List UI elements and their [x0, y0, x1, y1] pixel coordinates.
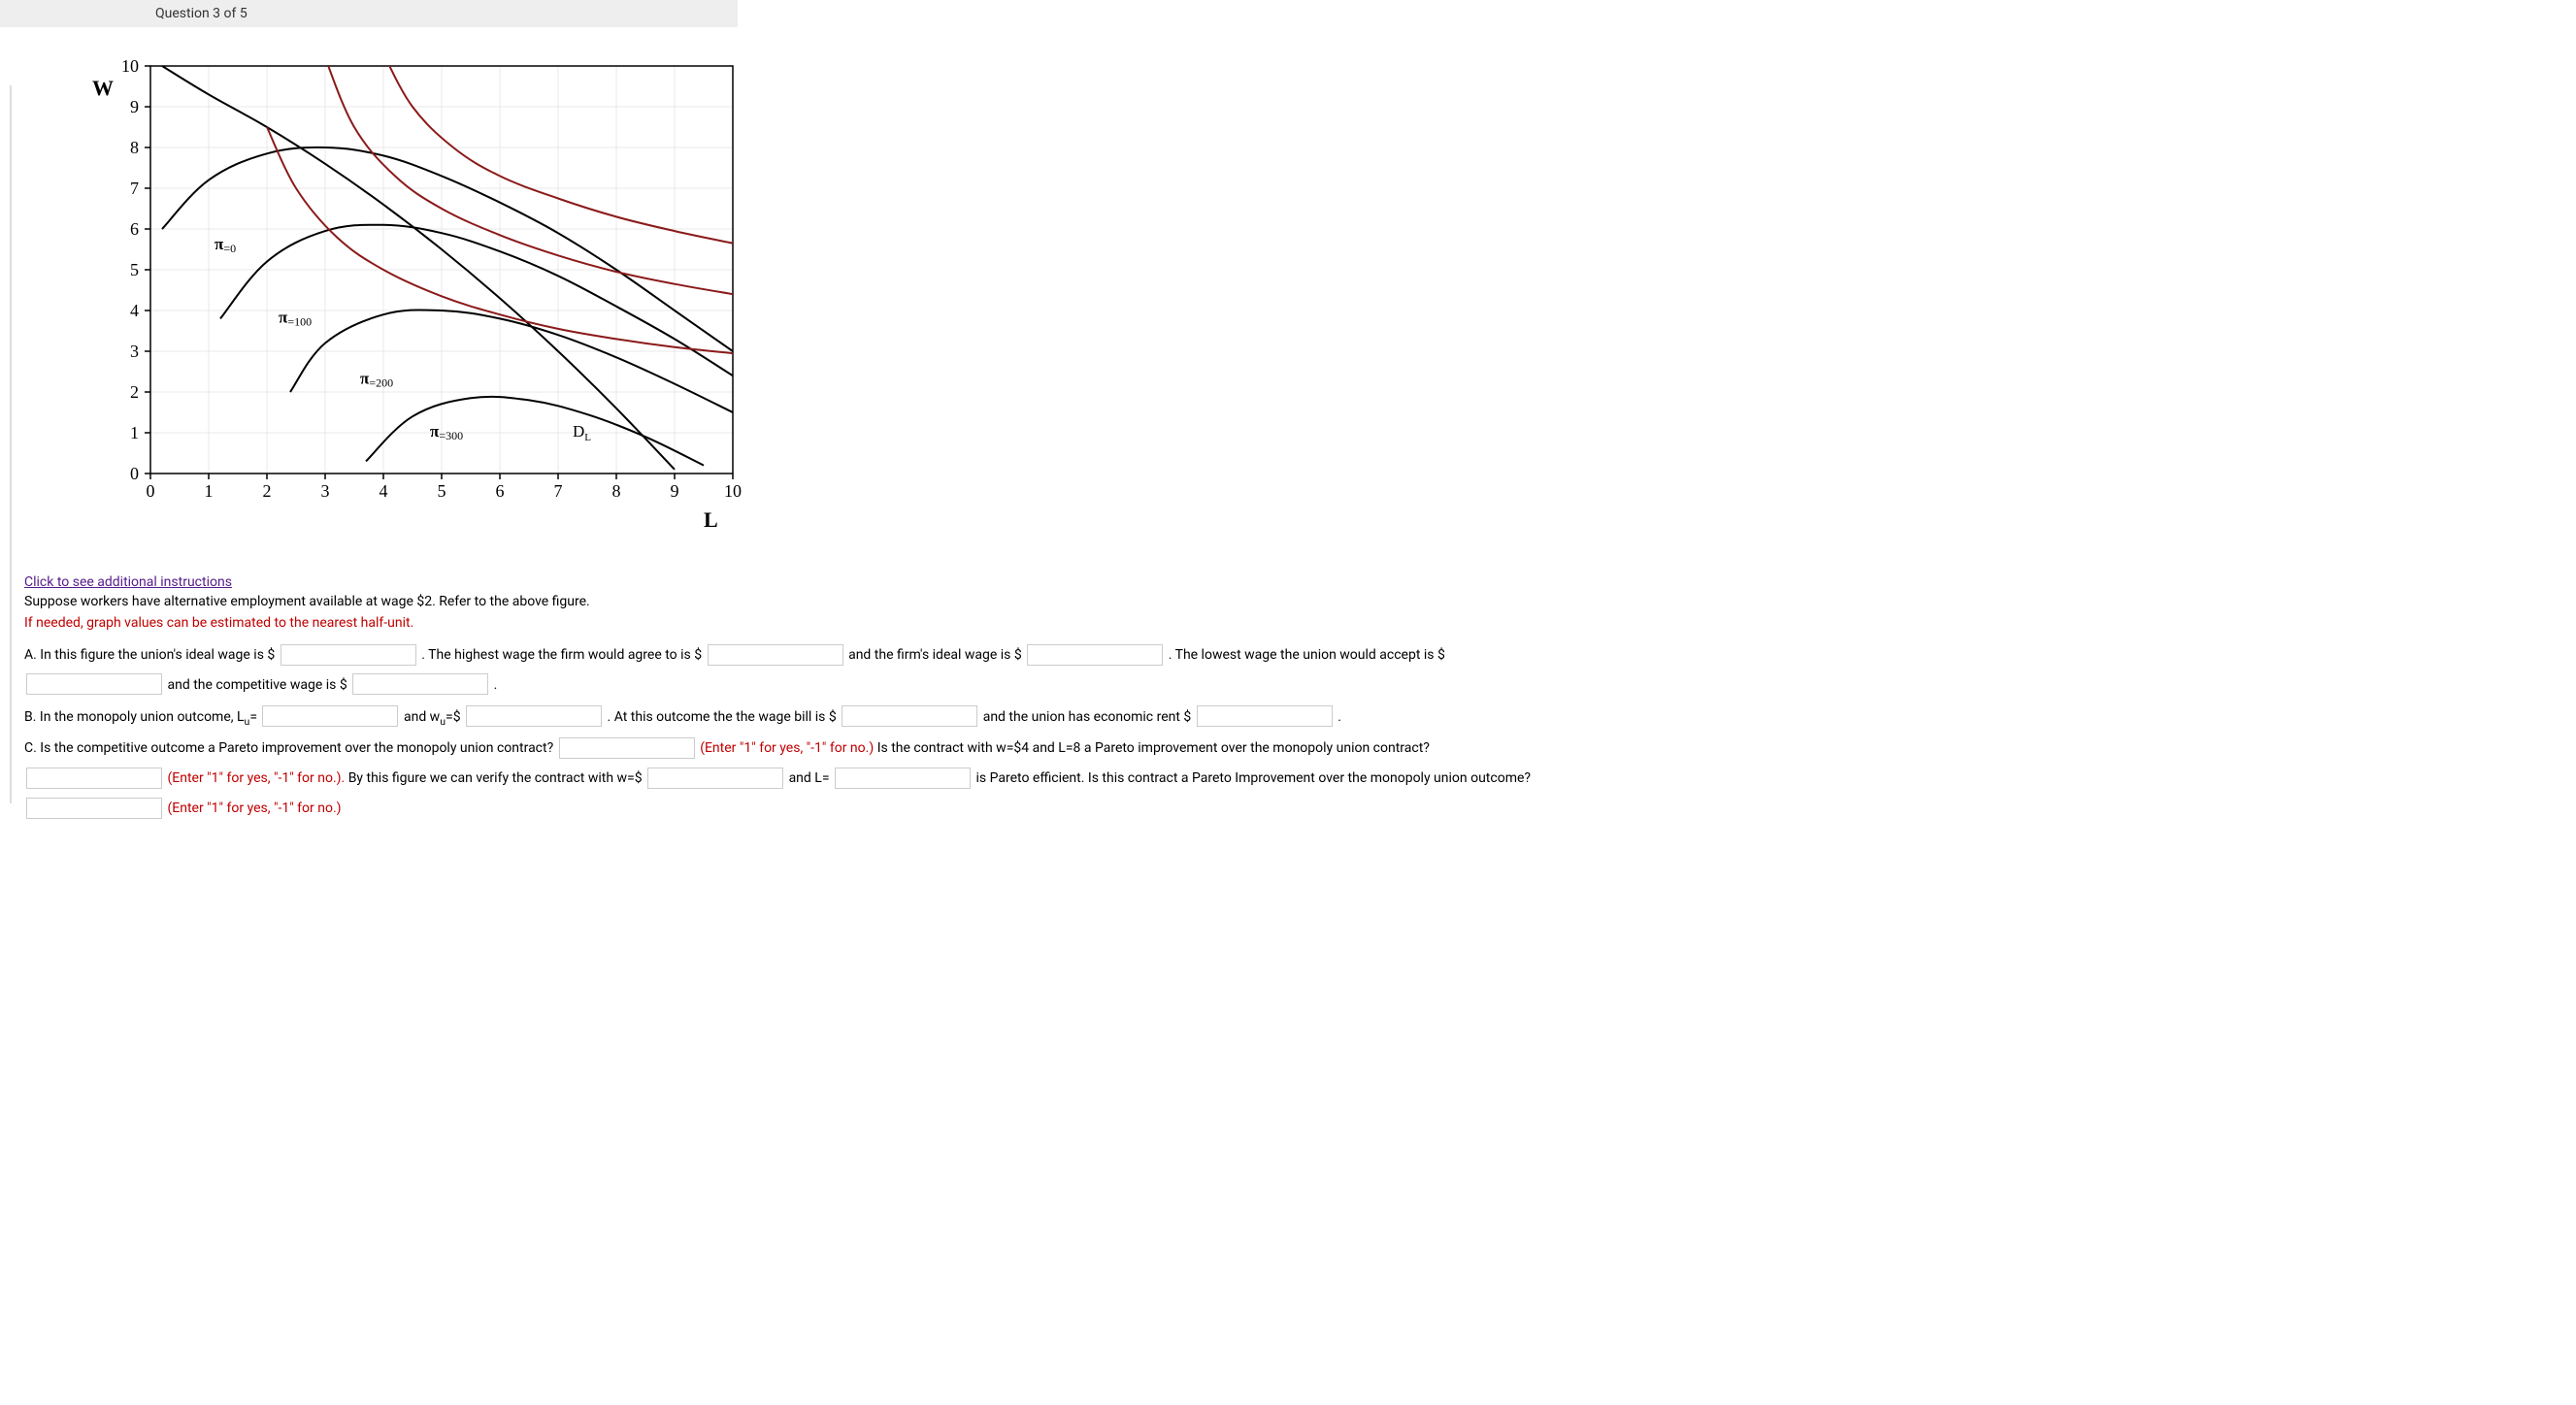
svg-text:W: W: [92, 76, 114, 100]
svg-text:6: 6: [130, 219, 139, 239]
svg-text:DL: DL: [573, 422, 591, 443]
c-input-2[interactable]: [26, 768, 162, 789]
svg-text:8: 8: [612, 481, 621, 501]
a-input-1[interactable]: [281, 644, 416, 666]
svg-text:3: 3: [130, 342, 139, 361]
svg-text:8: 8: [130, 138, 139, 157]
svg-text:2: 2: [130, 382, 139, 402]
c-hint-3: (Enter "1" for yes, "-1" for no.): [167, 801, 341, 816]
svg-text:1: 1: [130, 423, 139, 442]
c-text-3: By this figure we can verify the contrac…: [348, 770, 643, 786]
svg-text:0: 0: [130, 464, 139, 483]
c-hint-2: (Enter "1" for yes, "-1" for no.).: [167, 770, 345, 786]
b-text-4: =$: [446, 709, 461, 725]
instructions-link[interactable]: Click to see additional instructions: [24, 574, 2557, 590]
b-text-5: . At this outcome the the wage bill is $: [608, 709, 837, 725]
scenario-text: Suppose workers have alternative employm…: [24, 594, 2557, 609]
a-input-4[interactable]: [26, 673, 162, 695]
svg-text:3: 3: [321, 481, 330, 501]
a-text-3: and the firm's ideal wage is $: [848, 647, 1022, 663]
svg-text:10: 10: [724, 481, 742, 501]
svg-text:7: 7: [130, 179, 139, 198]
c-text-1: C. Is the competitive outcome a Pareto i…: [24, 740, 553, 756]
b-text-3: and w: [404, 709, 440, 725]
svg-text:9: 9: [671, 481, 679, 501]
svg-text:0: 0: [147, 481, 155, 501]
graph-note: If needed, graph values can be estimated…: [24, 615, 2557, 631]
svg-text:10: 10: [121, 56, 139, 76]
c-text-4: and L=: [789, 770, 830, 786]
a-text-6: .: [494, 677, 498, 693]
b-input-4[interactable]: [1197, 705, 1333, 727]
c-hint-1: (Enter "1" for yes, "-1" for no.): [700, 740, 874, 756]
svg-text:π=300: π=300: [430, 422, 463, 442]
part-b: B. In the monopoly union outcome, Lu= an…: [24, 702, 2557, 733]
b-input-2[interactable]: [466, 705, 602, 727]
c-input-5[interactable]: [26, 798, 162, 819]
svg-text:π=0: π=0: [215, 235, 236, 255]
svg-text:4: 4: [380, 481, 388, 501]
question-title: Question 3 of 5: [155, 6, 248, 21]
b-text-7: .: [1338, 709, 1341, 725]
svg-text:5: 5: [130, 260, 139, 279]
svg-text:2: 2: [263, 481, 272, 501]
b-text-6: and the union has economic rent $: [983, 709, 1192, 725]
part-a: A. In this figure the union's ideal wage…: [24, 640, 2557, 701]
svg-text:4: 4: [130, 301, 139, 320]
c-input-1[interactable]: [559, 737, 695, 759]
c-input-4[interactable]: [835, 768, 971, 789]
svg-text:π=100: π=100: [279, 309, 312, 329]
svg-text:1: 1: [205, 481, 214, 501]
a-text-2: . The highest wage the firm would agree …: [421, 647, 702, 663]
a-text-1: A. In this figure the union's ideal wage…: [24, 647, 275, 663]
svg-text:9: 9: [130, 97, 139, 116]
part-c: C. Is the competitive outcome a Pareto i…: [24, 734, 2557, 823]
a-input-2[interactable]: [708, 644, 843, 666]
a-input-3[interactable]: [1027, 644, 1163, 666]
chart-container: 0 1 2 3 4 5 6 7 8 9 10 0 1 2 3 4 5 6 7 8 9 10 W Lπ=0 π=100 π=200 π…: [34, 47, 2557, 555]
b-input-3[interactable]: [842, 705, 977, 727]
economics-chart: 0 1 2 3 4 5 6 7 8 9 10 0 1 2 3 4 5 6 7 8 9 10 W Lπ=0 π=100 π=200 π…: [34, 47, 752, 551]
svg-text:L: L: [704, 507, 718, 532]
c-text-5: is Pareto efficient. Is this contract a …: [975, 770, 1531, 786]
left-divider: [10, 85, 12, 803]
b-text-2: =: [249, 709, 257, 725]
c-input-3[interactable]: [647, 768, 783, 789]
c-text-2: Is the contract with w=$4 and L=8 a Pare…: [877, 740, 1430, 756]
a-text-4: . The lowest wage the union would accept…: [1169, 647, 1445, 663]
b-input-1[interactable]: [262, 705, 398, 727]
svg-text:π=200: π=200: [360, 370, 393, 390]
a-input-5[interactable]: [352, 673, 488, 695]
b-text-1: B. In the monopoly union outcome, L: [24, 709, 245, 725]
svg-text:5: 5: [438, 481, 446, 501]
question-header: Question 3 of 5: [0, 0, 738, 27]
svg-text:6: 6: [496, 481, 505, 501]
svg-text:7: 7: [554, 481, 563, 501]
a-text-5: and the competitive wage is $: [167, 677, 347, 693]
